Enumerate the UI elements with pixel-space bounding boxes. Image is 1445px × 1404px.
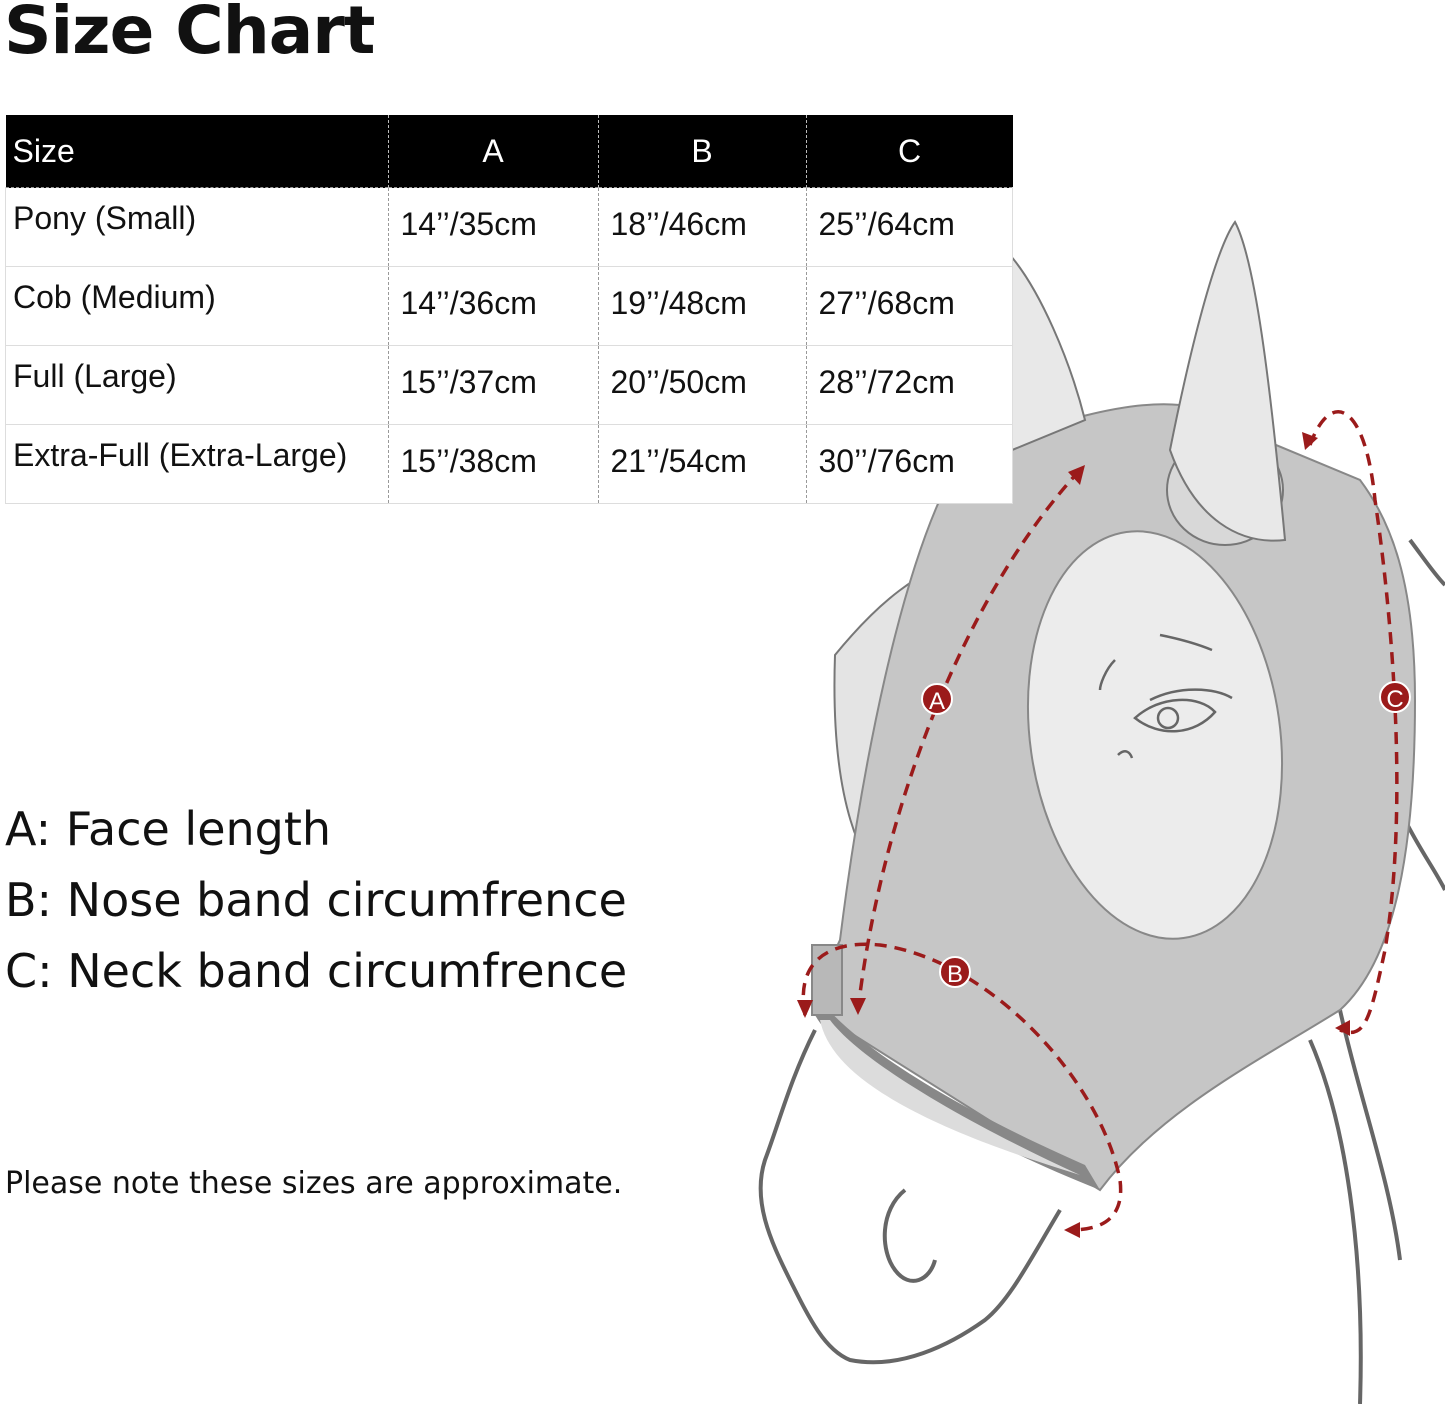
c-cell: 30’’/76cm (805, 424, 1013, 504)
b-cell: 19’’/48cm (597, 266, 806, 346)
marker-b: B (939, 956, 971, 988)
a-cell: 15’’/37cm (387, 345, 598, 425)
table-row: Cob (Medium) 14’’/36cm 19’’/48cm 27’’/68… (5, 266, 1013, 346)
a-cell: 15’’/38cm (387, 424, 598, 504)
horse-head-outline (758, 538, 1445, 1404)
b-cell: 21’’/54cm (597, 424, 806, 504)
c-cell: 28’’/72cm (805, 345, 1013, 425)
eye-icon (1098, 633, 1233, 759)
measurement-lines (801, 410, 1399, 1232)
right-ear (1168, 220, 1287, 542)
nose-band (815, 1000, 1100, 1190)
mesh-eye-window (1026, 530, 1284, 940)
a-cell: 14’’/36cm (387, 266, 598, 346)
size-cell: Pony (Small) (5, 187, 388, 267)
size-table: Size A B C Pony (Small) 14’’/35cm 18’’/4… (5, 115, 1013, 504)
size-cell: Cob (Medium) (5, 266, 388, 346)
sizing-note: Please note these sizes are approximate. (5, 1166, 623, 1201)
header-b: B (597, 115, 806, 188)
marker-c: C (1379, 681, 1411, 713)
svg-text:C: C (1386, 686, 1403, 713)
b-cell: 18’’/46cm (597, 187, 806, 267)
marker-a: A (921, 683, 953, 715)
legend-c: C: Neck band circumfrence (5, 944, 628, 998)
b-cell: 20’’/50cm (597, 345, 806, 425)
size-cell: Extra-Full (Extra-Large) (5, 424, 388, 504)
table-row: Full (Large) 15’’/37cm 20’’/50cm 28’’/72… (5, 345, 1013, 425)
header-size: Size (5, 115, 388, 188)
svg-text:B: B (947, 961, 963, 988)
size-cell: Full (Large) (5, 345, 388, 425)
nose-strap (811, 944, 843, 1016)
svg-text:A: A (929, 688, 945, 715)
table-row: Pony (Small) 14’’/35cm 18’’/46cm 25’’/64… (5, 187, 1013, 267)
header-a: A (387, 115, 598, 188)
a-cell: 14’’/35cm (387, 187, 598, 267)
legend-a: A: Face length (5, 802, 332, 856)
page-title: Size Chart (4, 0, 375, 69)
table-row: Extra-Full (Extra-Large) 15’’/38cm 21’’/… (5, 424, 1013, 504)
arrowheads (797, 432, 1350, 1238)
legend-b: B: Nose band circumfrence (5, 873, 627, 927)
table-header-row: Size A B C (5, 115, 1013, 188)
c-cell: 27’’/68cm (805, 266, 1013, 346)
c-cell: 25’’/64cm (805, 187, 1013, 267)
header-c: C (805, 115, 1013, 188)
